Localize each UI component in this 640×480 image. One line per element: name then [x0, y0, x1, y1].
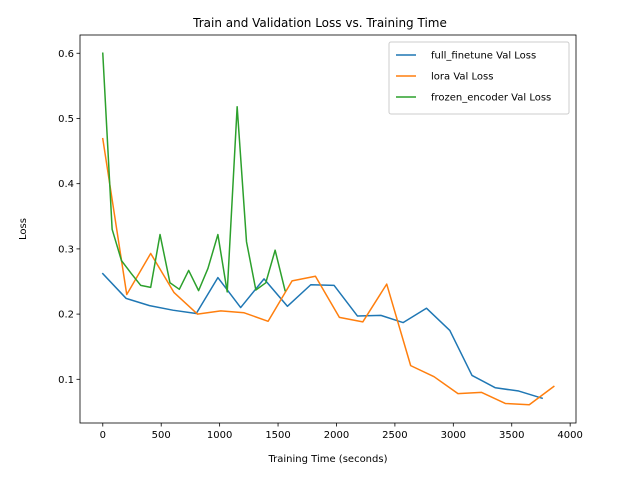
y-tick-label: 0.2: [58, 310, 74, 321]
legend-frame: [388, 41, 570, 115]
legend-label: full_finetune Val Loss: [431, 51, 536, 62]
x-axis-label: Training Time (seconds): [268, 454, 388, 465]
x-tick-label: 2500: [382, 430, 407, 441]
series-line: [101, 272, 544, 400]
y-axis-ticks: 0.1 0.2 0.3 0.4 0.5 0.6: [58, 49, 80, 386]
series-line: [101, 52, 286, 293]
chart-title: Train and Validation Loss vs. Training T…: [192, 16, 447, 30]
legend: full_finetune Val Loss lora Val Loss froze…: [388, 41, 570, 115]
plot-area: [79, 34, 577, 424]
x-tick-label: 500: [152, 430, 171, 441]
x-tick-label: 3000: [441, 430, 466, 441]
x-tick-label: 1000: [207, 430, 232, 441]
x-tick-label: 0: [100, 430, 106, 441]
y-tick-label: 0.3: [58, 244, 74, 255]
series-2: [101, 52, 286, 293]
x-tick-label: 2000: [324, 430, 349, 441]
legend-label: lora Val Loss: [431, 72, 493, 83]
series-line: [101, 137, 555, 406]
y-tick-label: 0.4: [58, 179, 74, 190]
legend-label: frozen_encoder Val Loss: [431, 93, 551, 104]
x-tick-label: 1500: [265, 430, 290, 441]
y-tick-label: 0.6: [58, 49, 74, 60]
series-layer: [101, 52, 555, 406]
x-tick-label: 3500: [499, 430, 524, 441]
legend-items: full_finetune Val Loss lora Val Loss froze…: [396, 51, 551, 104]
plot-frame: [79, 34, 577, 424]
series-0: [101, 272, 544, 400]
y-axis-label: Loss: [18, 218, 29, 240]
y-tick-label: 0.1: [58, 375, 74, 386]
y-tick-label: 0.5: [58, 114, 74, 125]
x-tick-label: 4000: [557, 430, 582, 441]
series-1: [101, 137, 555, 406]
x-axis-ticks: 0 500 1000 1500 2000 2500 3000 3500 4000: [100, 423, 583, 441]
